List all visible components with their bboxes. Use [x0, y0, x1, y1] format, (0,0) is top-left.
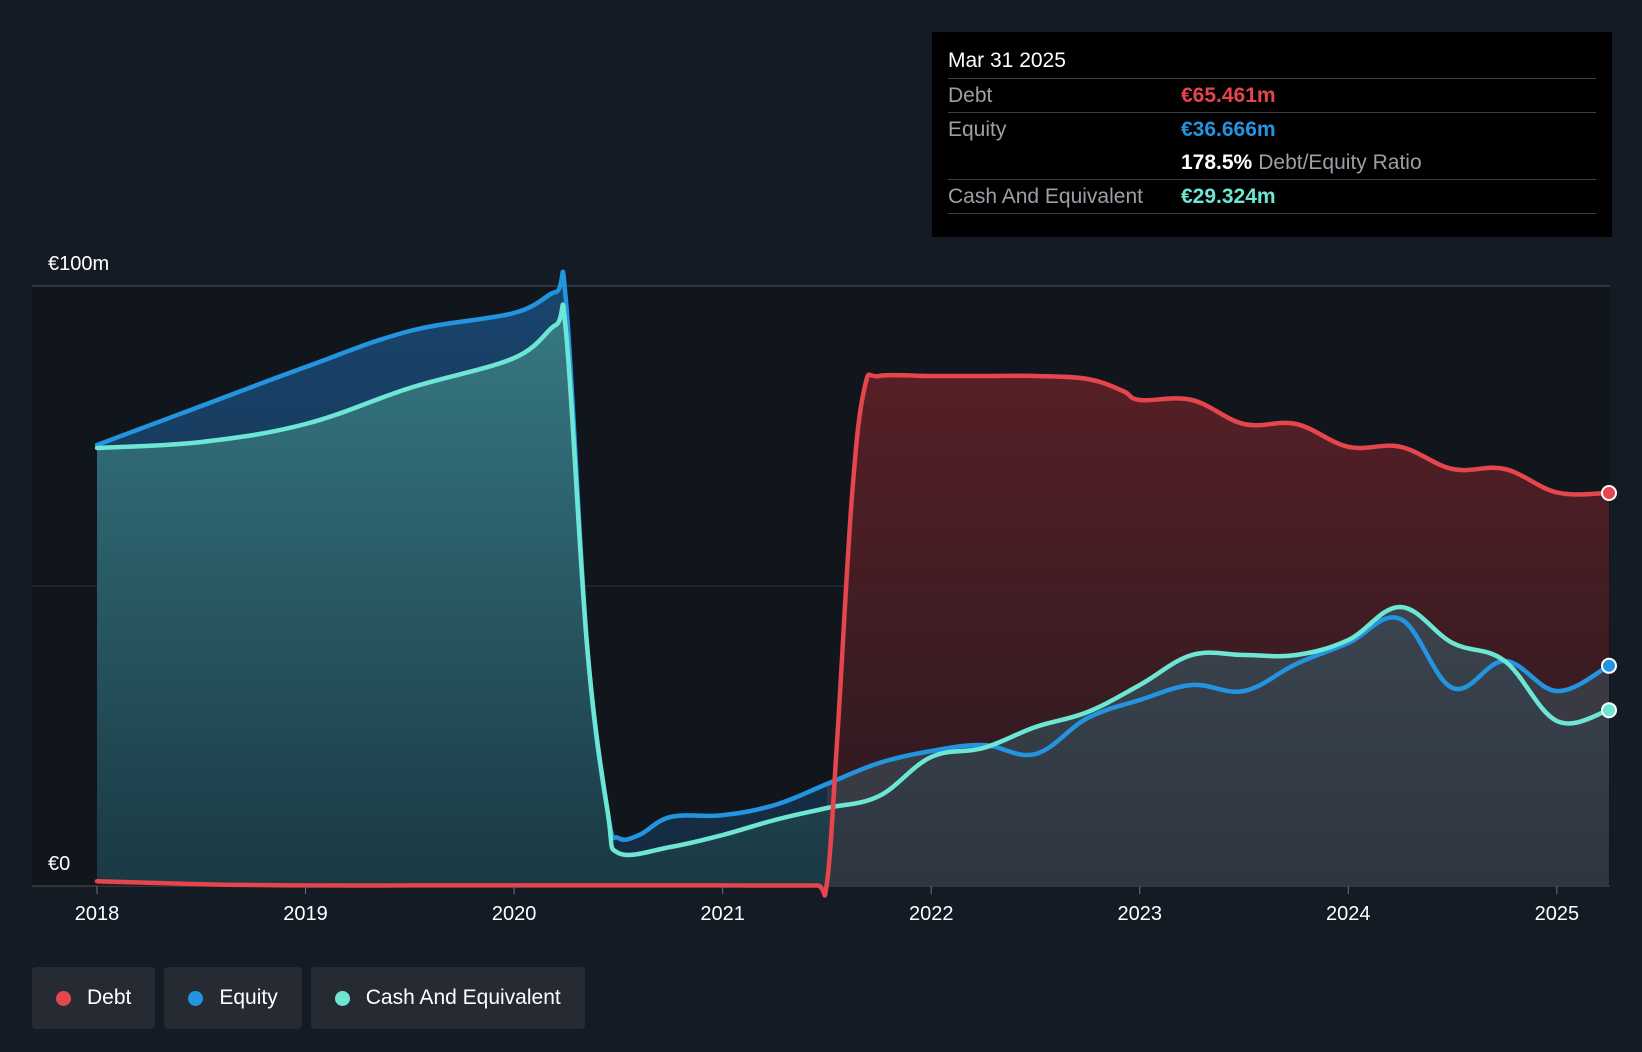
- cash-line: [94, 302, 1612, 858]
- legend-item-debt[interactable]: Debt: [32, 967, 156, 1029]
- y-tick-label-top: €100m: [48, 253, 109, 275]
- tooltip-panel: Mar 31 2025 Debt €65.461m Equity €36.666…: [932, 32, 1612, 237]
- legend-item-equity[interactable]: Equity: [164, 967, 302, 1029]
- tooltip-debt-label: Debt: [948, 84, 993, 107]
- x-tick-label: 2021: [700, 903, 745, 925]
- tooltip-cash-value: €29.324m: [1181, 185, 1276, 208]
- series-lines: [94, 269, 1612, 898]
- equity-dot-icon: [188, 990, 204, 1006]
- x-axis: 2018 2019 2020 2021 2022 2023 2024 2025: [75, 886, 1579, 925]
- tooltip-debt-value: €65.461m: [1181, 84, 1276, 107]
- tooltip-row-cash: Cash And Equivalent €29.324m: [948, 180, 1596, 214]
- x-tick-label: 2023: [1118, 903, 1163, 925]
- tooltip-equity-label: Equity: [948, 118, 1007, 141]
- tooltip-row-debt: Debt €65.461m: [948, 79, 1596, 113]
- tooltip-ratio-value: 178.5%: [1181, 151, 1253, 174]
- x-tick-label: 2025: [1535, 903, 1580, 925]
- x-tick-label: 2020: [492, 903, 537, 925]
- tooltip-equity-value: €36.666m: [1181, 118, 1276, 141]
- legend: Debt Equity Cash And Equivalent: [32, 967, 585, 1029]
- y-tick-label-bottom: €0: [48, 853, 70, 875]
- x-tick-label: 2022: [909, 903, 954, 925]
- tooltip-cash-label: Cash And Equivalent: [948, 185, 1143, 208]
- tooltip-ratio-label: Debt/Equity Ratio: [1258, 151, 1422, 174]
- debt-line: [94, 372, 1612, 898]
- tooltip-row-ratio: 178.5% Debt/Equity Ratio: [948, 146, 1596, 180]
- x-tick-label: 2019: [283, 903, 328, 925]
- cash-area: [97, 304, 827, 886]
- end-markers: [1601, 485, 1617, 719]
- legend-debt-label: Debt: [87, 986, 132, 1009]
- y-axis: €100m €0: [48, 253, 109, 875]
- legend-item-cash[interactable]: Cash And Equivalent: [310, 967, 585, 1029]
- legend-equity-label: Equity: [219, 986, 278, 1009]
- debt-end-marker[interactable]: [1601, 485, 1617, 501]
- x-tick-label: 2018: [75, 903, 120, 925]
- cash-end-marker[interactable]: [1601, 702, 1617, 719]
- equity-end-marker[interactable]: [1601, 657, 1617, 674]
- legend-cash-label: Cash And Equivalent: [365, 986, 561, 1009]
- tooltip-date: Mar 31 2025: [948, 44, 1596, 79]
- x-tick-label: 2024: [1326, 903, 1371, 925]
- series-areas: [97, 271, 1609, 896]
- cash-area-right: [826, 606, 1609, 886]
- equity-line: [94, 269, 1612, 842]
- tooltip-row-equity: Equity €36.666m: [948, 113, 1596, 146]
- debt-dot-icon: [56, 990, 71, 1006]
- cash-dot-icon: [334, 990, 350, 1006]
